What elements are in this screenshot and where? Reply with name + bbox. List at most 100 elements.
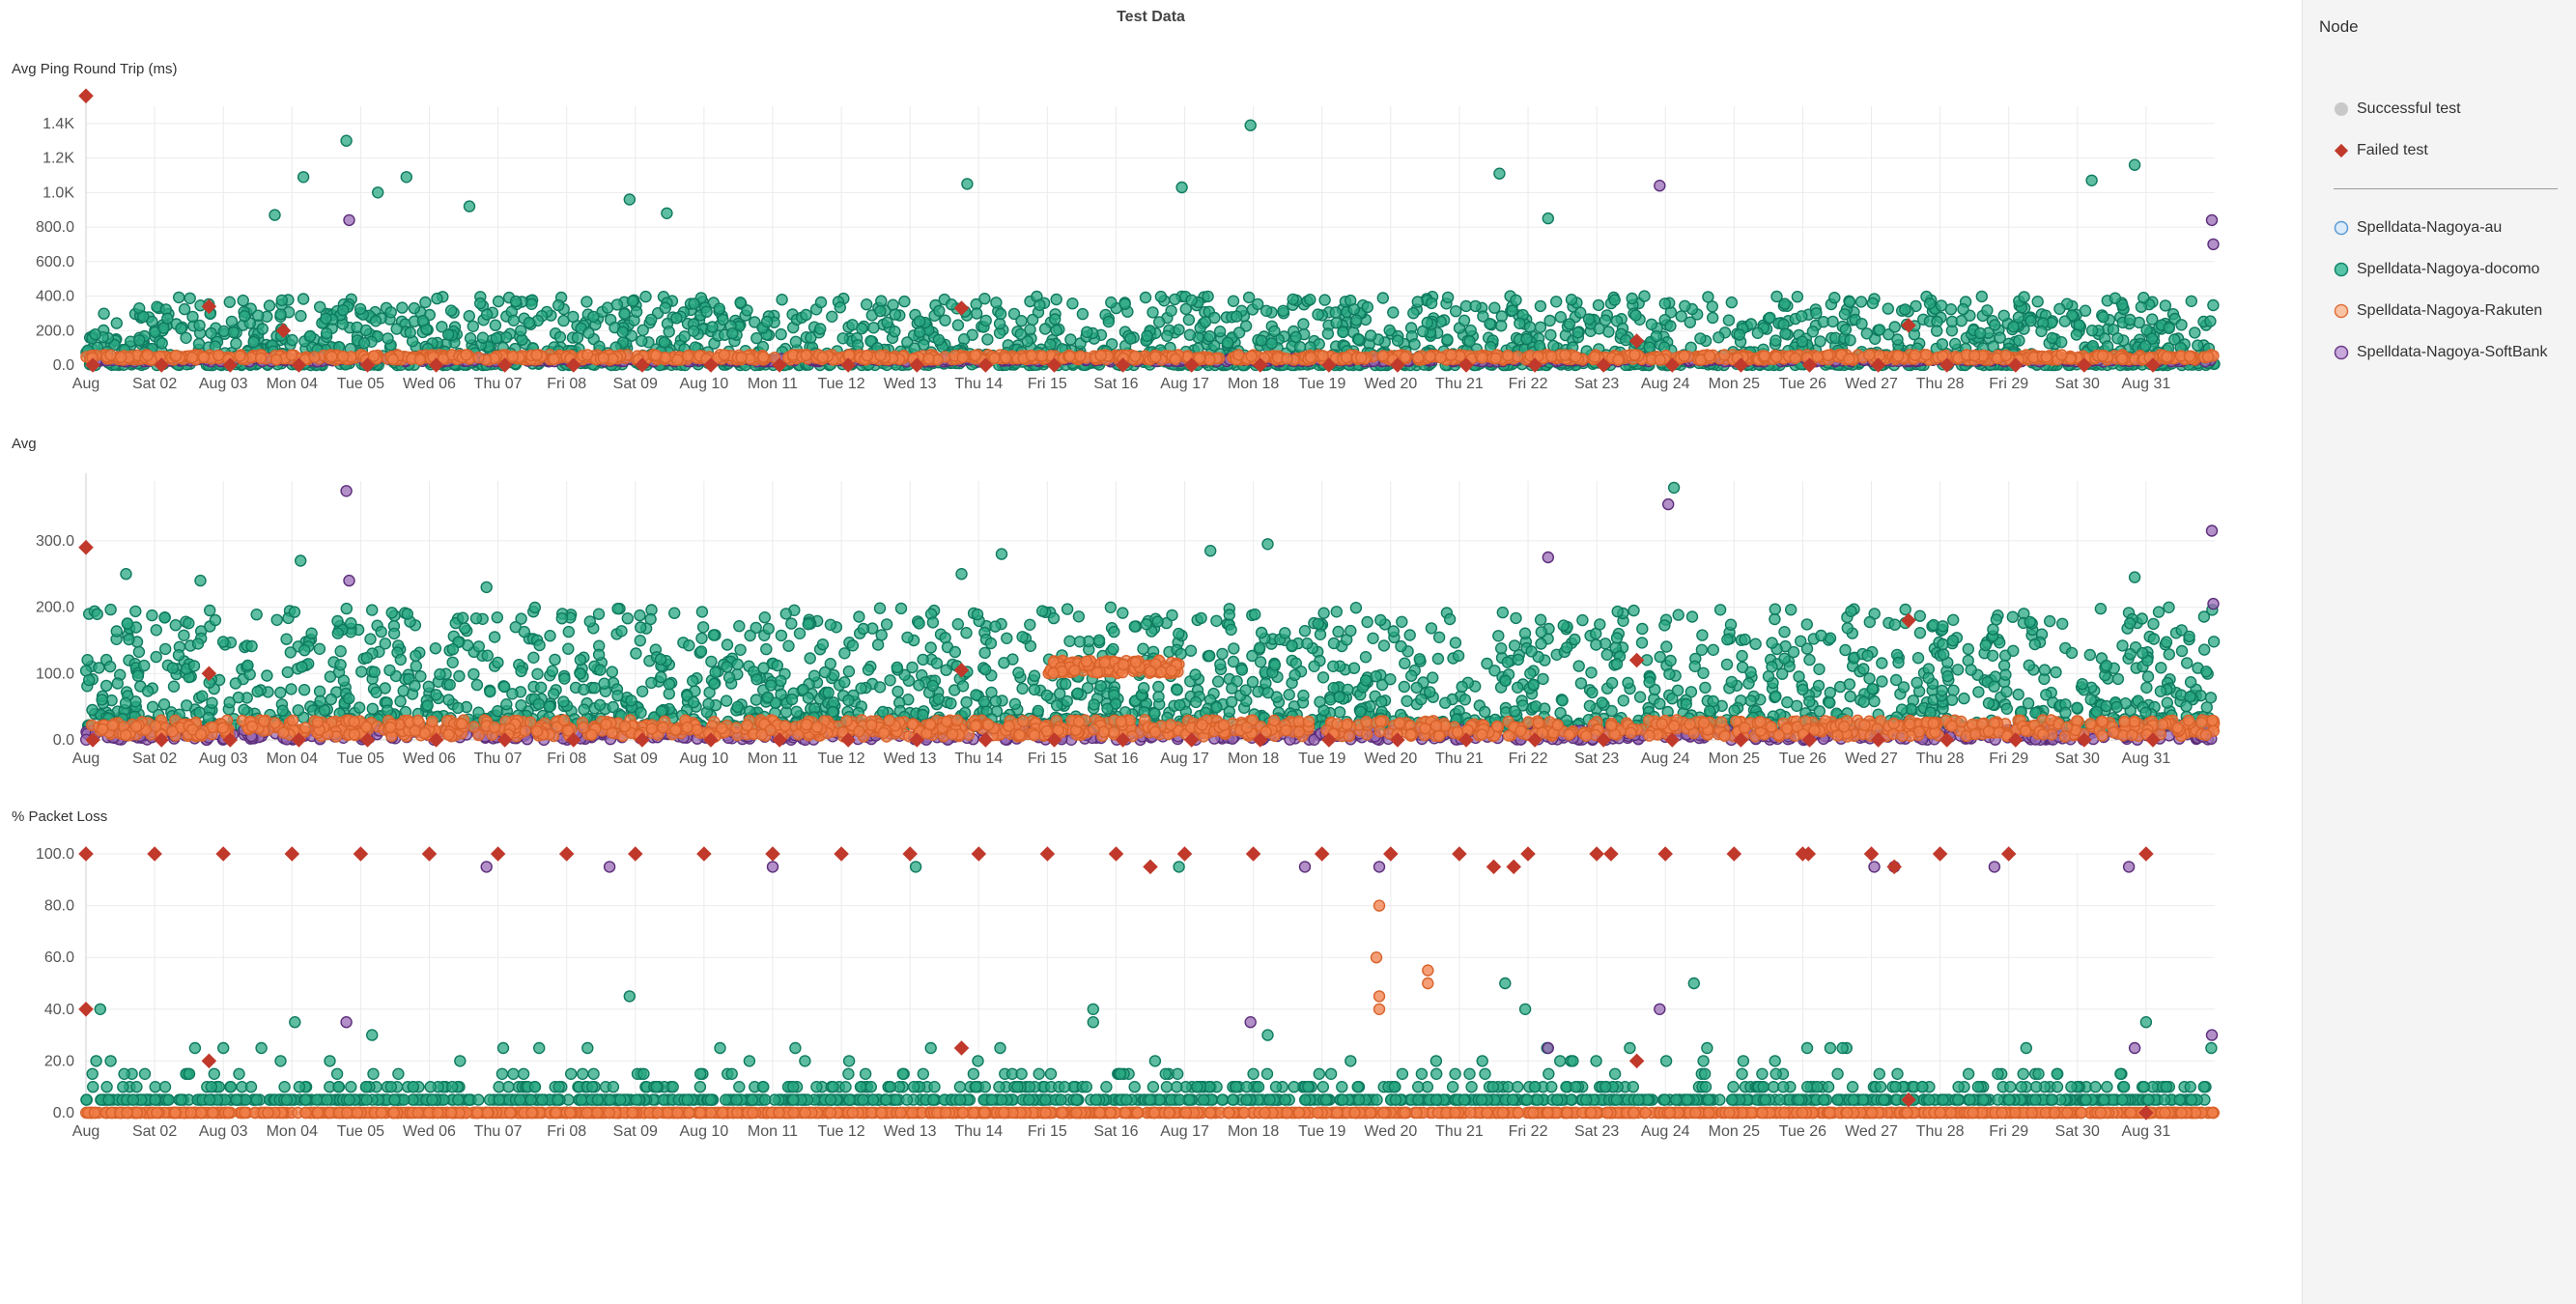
- softbank-point[interactable]: [2205, 213, 2219, 227]
- rakuten-point[interactable]: [1000, 352, 1012, 364]
- docomo-point[interactable]: [527, 651, 540, 665]
- docomo-point[interactable]: [372, 186, 384, 199]
- docomo-point[interactable]: [340, 134, 353, 147]
- docomo-point[interactable]: [582, 326, 595, 339]
- docomo-point[interactable]: [1349, 601, 1363, 614]
- docomo-point[interactable]: [325, 693, 337, 706]
- docomo-point[interactable]: [178, 302, 191, 316]
- docomo-point[interactable]: [979, 314, 992, 327]
- docomo-point[interactable]: [1484, 318, 1496, 330]
- rakuten-point[interactable]: [1411, 352, 1425, 364]
- docomo-point[interactable]: [1293, 341, 1307, 354]
- docomo-point[interactable]: [2163, 322, 2175, 334]
- docomo-point[interactable]: [2163, 601, 2175, 614]
- docomo-point[interactable]: [1203, 330, 1216, 343]
- rakuten-point[interactable]: [1628, 349, 1641, 361]
- docomo-point[interactable]: [175, 323, 187, 335]
- docomo-point[interactable]: [1081, 326, 1093, 338]
- docomo-point[interactable]: [663, 326, 675, 338]
- docomo-point[interactable]: [1854, 296, 1868, 308]
- docomo-point[interactable]: [814, 296, 828, 309]
- docomo-point[interactable]: [933, 304, 946, 317]
- docomo-point[interactable]: [2175, 319, 2188, 331]
- docomo-point[interactable]: [238, 310, 251, 323]
- docomo-point[interactable]: [659, 301, 671, 314]
- docomo-point[interactable]: [814, 323, 827, 335]
- docomo-point[interactable]: [232, 691, 245, 704]
- docomo-point[interactable]: [661, 207, 673, 220]
- rakuten-point[interactable]: [1862, 349, 1876, 361]
- docomo-point[interactable]: [861, 298, 873, 311]
- docomo-point[interactable]: [2012, 311, 2025, 324]
- docomo-point[interactable]: [623, 193, 636, 206]
- docomo-point[interactable]: [776, 293, 788, 306]
- docomo-point[interactable]: [678, 330, 691, 343]
- docomo-point[interactable]: [1643, 341, 1656, 354]
- rakuten-point[interactable]: [956, 351, 969, 364]
- rakuten-point[interactable]: [1811, 351, 1824, 363]
- docomo-point[interactable]: [320, 312, 332, 325]
- docomo-point[interactable]: [875, 295, 888, 307]
- docomo-point[interactable]: [873, 681, 887, 694]
- docomo-point[interactable]: [616, 326, 629, 338]
- rakuten-point[interactable]: [1434, 352, 1447, 364]
- docomo-point[interactable]: [875, 629, 888, 641]
- docomo-point[interactable]: [442, 328, 455, 341]
- docomo-point[interactable]: [1050, 324, 1062, 337]
- docomo-point[interactable]: [1899, 603, 1911, 616]
- docomo-point[interactable]: [1432, 631, 1446, 644]
- rakuten-point[interactable]: [969, 349, 981, 362]
- docomo-point[interactable]: [1796, 335, 1809, 348]
- docomo-point[interactable]: [1287, 293, 1299, 306]
- docomo-point[interactable]: [1458, 314, 1471, 326]
- docomo-point[interactable]: [1608, 294, 1621, 306]
- docomo-point[interactable]: [286, 333, 298, 347]
- docomo-point[interactable]: [750, 331, 763, 345]
- docomo-point[interactable]: [1312, 308, 1324, 321]
- rakuten-point[interactable]: [104, 349, 117, 361]
- rakuten-point[interactable]: [1769, 351, 1783, 363]
- docomo-point[interactable]: [2168, 333, 2181, 346]
- docomo-point[interactable]: [1016, 631, 1029, 643]
- docomo-point[interactable]: [971, 307, 983, 320]
- docomo-point[interactable]: [914, 326, 926, 339]
- docomo-point[interactable]: [670, 312, 683, 325]
- softbank-point[interactable]: [343, 213, 355, 227]
- docomo-point[interactable]: [721, 638, 734, 651]
- docomo-point[interactable]: [800, 308, 812, 322]
- docomo-point[interactable]: [1242, 291, 1256, 304]
- docomo-point[interactable]: [1361, 615, 1373, 629]
- docomo-point[interactable]: [1441, 291, 1455, 304]
- docomo-point[interactable]: [1118, 298, 1131, 310]
- docomo-point[interactable]: [1844, 334, 1856, 347]
- docomo-point[interactable]: [275, 294, 288, 307]
- docomo-point[interactable]: [470, 678, 484, 692]
- docomo-point[interactable]: [1638, 290, 1651, 302]
- docomo-point[interactable]: [834, 301, 846, 314]
- docomo-point[interactable]: [1185, 294, 1198, 307]
- rakuten-point[interactable]: [816, 351, 829, 364]
- rakuten-point[interactable]: [861, 349, 873, 362]
- docomo-point[interactable]: [1033, 298, 1046, 312]
- docomo-point[interactable]: [1165, 304, 1177, 317]
- docomo-point[interactable]: [509, 295, 523, 308]
- docomo-point[interactable]: [1725, 296, 1739, 309]
- docomo-point[interactable]: [836, 332, 849, 345]
- docomo-point[interactable]: [150, 624, 163, 637]
- docomo-point[interactable]: [178, 629, 190, 642]
- docomo-point[interactable]: [887, 298, 899, 311]
- rakuten-point[interactable]: [336, 350, 350, 363]
- docomo-point[interactable]: [1975, 290, 1989, 303]
- docomo-point[interactable]: [1769, 612, 1781, 626]
- docomo-point[interactable]: [1778, 625, 1791, 638]
- docomo-point[interactable]: [2083, 648, 2097, 662]
- docomo-point[interactable]: [856, 322, 868, 335]
- docomo-point[interactable]: [1706, 300, 1719, 313]
- docomo-point[interactable]: [2012, 688, 2024, 701]
- docomo-point[interactable]: [525, 298, 538, 311]
- docomo-point[interactable]: [1839, 324, 1853, 336]
- docomo-point[interactable]: [913, 315, 926, 327]
- docomo-point[interactable]: [320, 327, 333, 340]
- docomo-point[interactable]: [1179, 302, 1193, 316]
- docomo-point[interactable]: [1585, 666, 1598, 679]
